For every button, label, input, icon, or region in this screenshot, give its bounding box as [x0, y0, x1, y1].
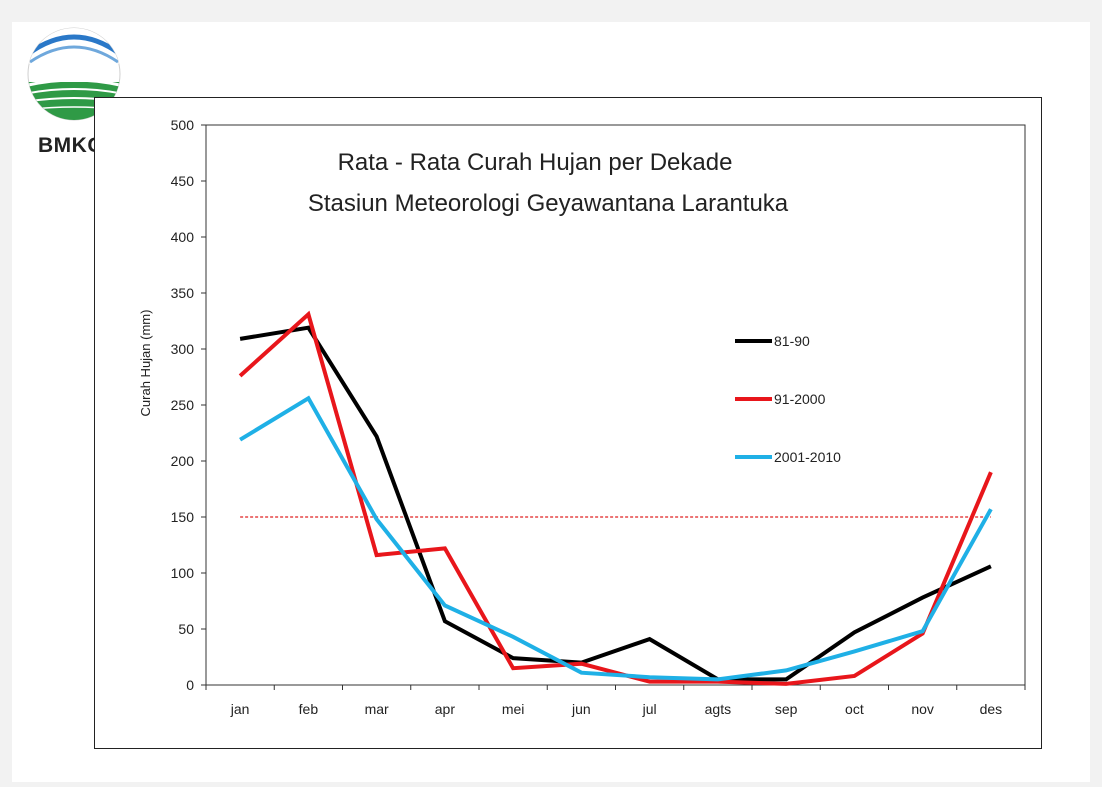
chart-title-line-1: Rata - Rata Curah Hujan per Dekade — [338, 149, 733, 176]
y-tick-label: 450 — [171, 173, 195, 189]
x-tick-label: apr — [435, 701, 456, 717]
x-tick-label: jul — [642, 701, 657, 717]
legend-label: 91-2000 — [774, 391, 826, 407]
series-line-81-90 — [239, 325, 992, 682]
x-tick-label: mei — [502, 701, 525, 717]
y-tick-label: 0 — [186, 677, 194, 693]
series-line-91-2000 — [238, 310, 993, 686]
x-tick-label: mar — [365, 701, 389, 717]
legend-label: 81-90 — [774, 333, 810, 349]
y-axis-label: Curah Hujan (mm) — [138, 310, 153, 417]
chart-title-line-2: Stasiun Meteorologi Geyawantana Larantuk… — [308, 190, 789, 217]
x-tick-label: jan — [230, 701, 250, 717]
chart-legend: 81-90 91-2000 2001-2010 — [735, 333, 841, 465]
series-line-2001-2010 — [239, 395, 993, 682]
x-tick-label: oct — [845, 701, 864, 717]
y-tick-label: 250 — [171, 397, 195, 413]
y-tick-label: 150 — [171, 509, 195, 525]
x-tick-label: agts — [705, 701, 731, 717]
y-tick-label: 400 — [171, 229, 195, 245]
x-tick-label: feb — [299, 701, 319, 717]
logo-text: BMKG — [38, 134, 105, 157]
y-tick-label: 500 — [171, 117, 195, 133]
y-tick-label: 350 — [171, 285, 195, 301]
x-tick-label: sep — [775, 701, 798, 717]
chart-series — [238, 310, 993, 686]
x-tick-label: des — [980, 701, 1003, 717]
y-tick-label: 50 — [178, 621, 194, 637]
legend-label: 2001-2010 — [774, 449, 841, 465]
chart-frame: 0 50 100 150 200 250 300 350 400 450 500 jan feb mar a… — [94, 97, 1042, 749]
chart-ticks: 0 50 100 150 200 250 300 350 400 450 500 jan feb mar a… — [171, 117, 1026, 717]
x-tick-label: nov — [911, 701, 934, 717]
y-tick-label: 200 — [171, 453, 195, 469]
y-tick-label: 100 — [171, 565, 195, 581]
y-tick-label: 300 — [171, 341, 195, 357]
line-chart: 0 50 100 150 200 250 300 350 400 450 500 jan feb mar a… — [138, 117, 1026, 717]
x-tick-label: jun — [571, 701, 591, 717]
